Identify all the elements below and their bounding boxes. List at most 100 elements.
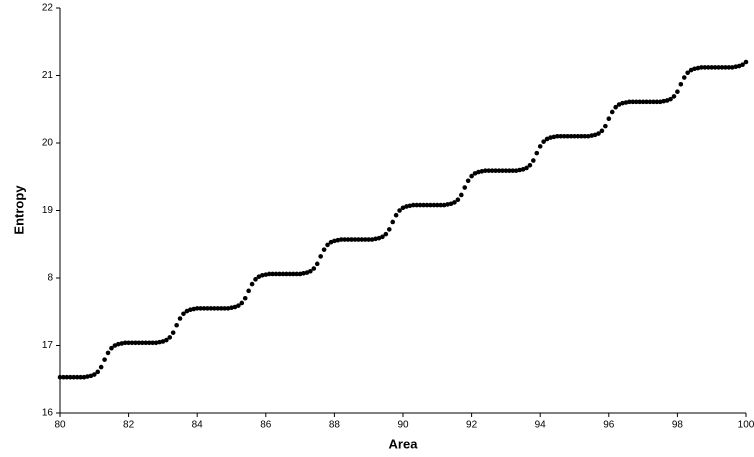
point [417,202,423,208]
point [85,374,90,379]
point [596,131,601,136]
point [273,271,279,277]
point [421,202,426,208]
point [740,62,745,67]
point [712,65,718,70]
point [294,271,299,277]
point [469,173,474,179]
y-tick-label: 19 [42,205,54,216]
x-tick-label: 98 [672,420,684,431]
point [188,307,193,313]
y-tick-label: 8 [47,273,53,284]
point [249,281,255,287]
y-tick-label: 21 [42,70,54,81]
point [555,133,560,139]
point [280,271,286,277]
point [102,357,107,362]
point [64,374,70,380]
point [181,311,186,317]
x-tick-label: 100 [738,420,754,431]
point [582,133,588,139]
point [441,202,447,208]
point [109,345,114,351]
point [565,133,570,139]
point [465,178,471,184]
point [143,340,149,346]
point [345,237,351,242]
point [129,340,135,346]
point [486,168,492,173]
point [133,340,138,346]
point [589,133,594,138]
x-tick-label: 94 [535,420,547,431]
point [105,350,111,356]
point [167,335,173,340]
point [719,65,725,70]
point [390,219,396,225]
point [191,306,197,312]
point [284,271,289,277]
point [623,100,629,105]
point [253,277,258,282]
point [640,99,646,105]
point [452,200,457,205]
point [136,340,142,346]
point [81,374,87,380]
point [668,96,673,102]
point [397,208,402,213]
point [215,306,221,311]
point [609,109,615,115]
point [500,168,505,173]
point [407,203,413,209]
x-tick-label: 80 [54,420,66,431]
point [349,237,354,242]
point [410,202,416,208]
point [428,202,433,208]
point [201,306,207,311]
point [507,168,512,173]
point [314,261,320,267]
point [435,202,440,208]
point [702,65,708,70]
point [723,65,728,70]
x-tick-label: 86 [260,420,272,431]
point [496,168,502,173]
point [61,374,66,380]
point [517,167,522,173]
point [531,158,536,163]
x-tick-label: 92 [466,420,478,431]
point [630,99,636,105]
point [153,340,159,346]
point [709,65,714,70]
point [98,364,104,370]
point [177,316,183,321]
point [332,238,337,244]
point [534,150,540,156]
point [122,340,128,346]
point [270,271,275,277]
x-tick-label: 82 [123,420,135,431]
point [503,168,509,173]
point [194,306,200,311]
x-tick-label: 88 [329,420,341,431]
point [675,89,680,94]
point [548,135,553,140]
point [218,306,224,311]
point [95,369,101,375]
point [126,340,131,346]
point [311,266,317,271]
point [67,374,73,380]
point [393,212,399,218]
point [325,242,330,248]
point [373,236,378,242]
point [654,99,660,105]
point [671,94,677,99]
point [140,340,145,346]
point [146,340,152,346]
point [459,192,464,198]
point [116,341,121,347]
point [692,66,697,72]
point [404,204,409,209]
point [510,168,516,173]
